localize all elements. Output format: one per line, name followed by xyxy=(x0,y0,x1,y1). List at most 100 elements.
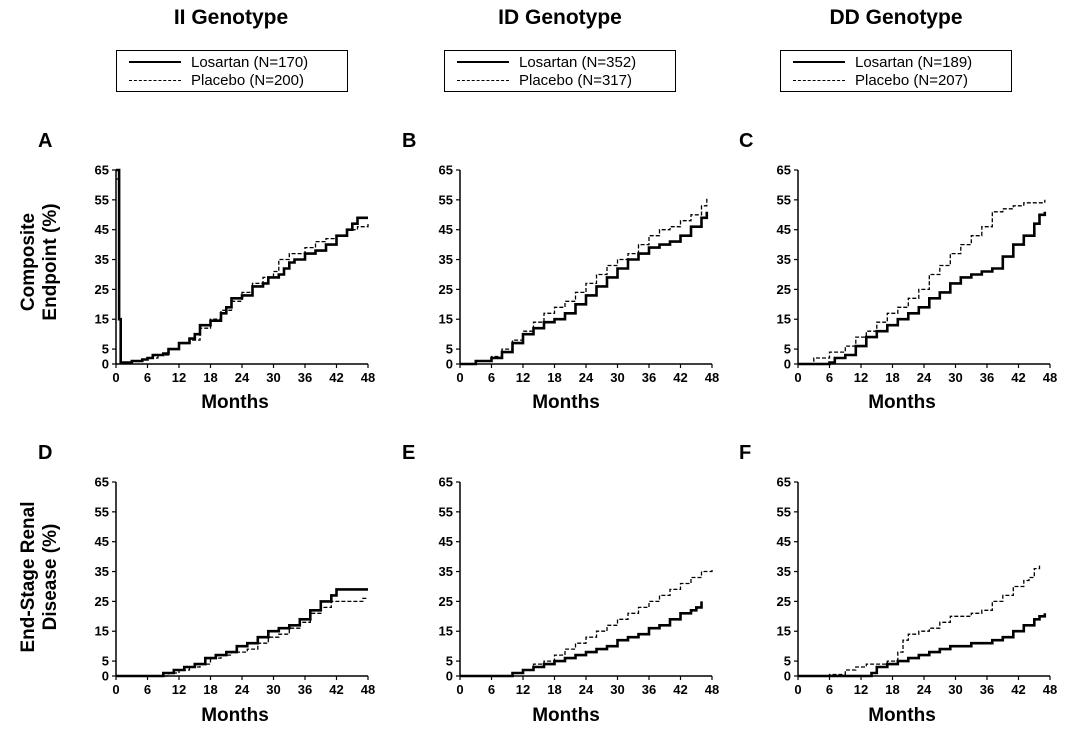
x-tick-label: 0 xyxy=(456,370,463,385)
y-tick-label: 15 xyxy=(439,624,453,639)
y-tick-label: 55 xyxy=(777,192,791,207)
legend-dd: Losartan (N=189) Placebo (N=207) xyxy=(780,50,1012,92)
row-label-line: Endpoint (%) xyxy=(40,203,61,321)
y-tick-label: 65 xyxy=(95,475,109,490)
series-line-placebo xyxy=(116,597,368,677)
legend-label: Losartan (N=170) xyxy=(191,53,309,71)
x-tick-label: 24 xyxy=(917,370,932,385)
x-tick-label: 24 xyxy=(235,682,250,697)
y-tick-label: 55 xyxy=(95,504,109,519)
solid-line-swatch xyxy=(793,61,845,63)
y-tick-label: 0 xyxy=(446,357,453,372)
x-tick-label: 24 xyxy=(579,682,594,697)
x-tick-label: 18 xyxy=(885,370,899,385)
column-title-ii: II Genotype xyxy=(173,6,289,29)
legend-entry-losartan: Losartan (N=170) xyxy=(129,53,308,71)
plot-panel-d: 05 15 25 35 45 55 65 0 6 12 18 24 30 36 42 48 xyxy=(95,475,376,698)
series-line-placebo xyxy=(460,568,713,677)
x-tick-label: 6 xyxy=(826,682,833,697)
y-tick-label: 0 xyxy=(102,669,109,684)
y-tick-label: 65 xyxy=(439,475,453,490)
row-label-line: End-Stage Renal xyxy=(18,501,39,653)
row-label-line: Composite xyxy=(18,212,39,312)
column-title-id: ID Genotype xyxy=(498,6,622,29)
y-tick-label: 25 xyxy=(439,282,453,297)
solid-line-swatch xyxy=(129,61,181,63)
x-tick-label: 48 xyxy=(1043,370,1057,385)
row-label-line: Disease (%) xyxy=(40,523,61,631)
y-tick-label: 25 xyxy=(777,282,791,297)
y-tick-label: 0 xyxy=(102,357,109,372)
y-tick-label: 55 xyxy=(777,504,791,519)
legend-ii: Losartan (N=170) Placebo (N=200) xyxy=(116,50,348,92)
x-tick-label: 30 xyxy=(948,370,962,385)
y-tick-label: 0 xyxy=(784,357,791,372)
y-tick-label: 45 xyxy=(777,222,791,237)
series-line-losartan xyxy=(460,211,709,366)
x-tick-label: 0 xyxy=(112,370,119,385)
y-tick-label: 5 xyxy=(102,342,109,357)
y-tick-label: 5 xyxy=(784,342,791,357)
x-tick-label: 42 xyxy=(329,682,343,697)
x-tick-label: 12 xyxy=(854,682,868,697)
panel-letter-d: D xyxy=(38,442,53,464)
x-tick-label: 48 xyxy=(705,370,719,385)
y-tick-label: 15 xyxy=(777,624,791,639)
x-tick-label: 42 xyxy=(1011,370,1025,385)
dashed-line-swatch xyxy=(793,79,845,81)
y-tick-label: 15 xyxy=(439,312,453,327)
x-tick-label: 0 xyxy=(112,682,119,697)
plot-panel-c: 05 15 25 35 45 55 65 0 6 12 18 24 30 36 42 48 xyxy=(777,163,1058,386)
x-tick-label: 24 xyxy=(235,370,250,385)
x-tick-label: 24 xyxy=(579,370,594,385)
y-tick-label: 45 xyxy=(777,534,791,549)
row-label-esrd: End-Stage Renal Disease (%) xyxy=(18,477,62,677)
legend-entry-placebo: Placebo (N=317) xyxy=(457,71,632,89)
y-tick-label: 25 xyxy=(95,594,109,609)
series-line-losartan xyxy=(116,588,368,678)
legend-entry-losartan: Losartan (N=352) xyxy=(457,53,636,71)
y-tick-label: 35 xyxy=(777,252,791,267)
y-tick-label: 15 xyxy=(95,624,109,639)
y-tick-label: 55 xyxy=(439,192,453,207)
x-tick-label: 24 xyxy=(917,682,932,697)
x-tick-label: 36 xyxy=(642,682,656,697)
y-tick-label: 35 xyxy=(95,252,109,267)
x-tick-label: 18 xyxy=(203,682,217,697)
x-tick-label: 12 xyxy=(854,370,868,385)
y-tick-label: 5 xyxy=(102,654,109,669)
series-line-losartan xyxy=(116,168,368,364)
series-line-placebo xyxy=(798,199,1046,365)
y-tick-label: 5 xyxy=(784,654,791,669)
y-tick-label: 15 xyxy=(95,312,109,327)
x-tick-label: 36 xyxy=(980,370,994,385)
panel-letter-a: A xyxy=(38,130,53,152)
y-tick-label: 15 xyxy=(777,312,791,327)
x-tick-label: 48 xyxy=(705,682,719,697)
legend-label: Placebo (N=200) xyxy=(191,71,304,89)
x-axis-label-c: Months xyxy=(868,392,936,413)
x-axis-label-a: Months xyxy=(201,392,269,413)
y-tick-label: 35 xyxy=(439,564,453,579)
plot-panel-b: 05 15 25 35 45 55 65 0 6 12 18 24 30 36 42 48 xyxy=(439,163,720,386)
x-tick-label: 36 xyxy=(980,682,994,697)
y-tick-label: 25 xyxy=(95,282,109,297)
x-tick-label: 12 xyxy=(172,682,186,697)
y-tick-label: 45 xyxy=(95,534,109,549)
x-tick-label: 6 xyxy=(488,682,495,697)
column-title-dd: DD Genotype xyxy=(829,6,963,29)
x-tick-label: 6 xyxy=(144,682,151,697)
y-tick-label: 65 xyxy=(777,475,791,490)
y-tick-label: 65 xyxy=(777,163,791,178)
series-line-losartan xyxy=(798,613,1047,678)
x-tick-label: 30 xyxy=(610,370,624,385)
panel-letter-f: F xyxy=(739,442,752,464)
y-tick-label: 25 xyxy=(439,594,453,609)
series-line-losartan xyxy=(460,601,703,678)
x-tick-label: 12 xyxy=(172,370,186,385)
legend-entry-placebo: Placebo (N=200) xyxy=(129,71,304,89)
x-tick-label: 48 xyxy=(1043,682,1057,697)
panel-letter-e: E xyxy=(402,442,416,464)
x-tick-label: 0 xyxy=(794,682,801,697)
solid-line-swatch xyxy=(457,61,509,63)
